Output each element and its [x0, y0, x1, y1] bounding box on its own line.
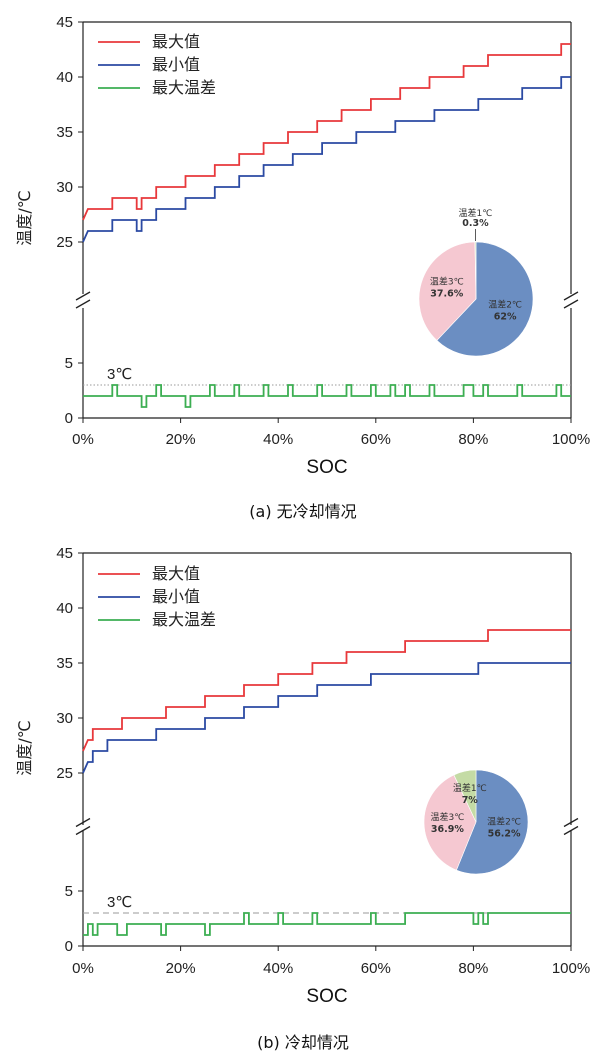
axis-break-mark: [75, 299, 91, 309]
y-axis-title: 温度/℃: [15, 190, 34, 245]
pie-slice-label: 温差2℃: [488, 299, 522, 311]
pie-chart: 温差2℃62% 温差3℃37.6% 温差1℃0.3%: [418, 207, 534, 357]
axis-break-mark: [75, 817, 91, 828]
y-tick-label: 45: [56, 14, 73, 31]
y-tick-label: 5: [65, 355, 73, 372]
pie-slice-label: 温差3℃: [430, 276, 464, 288]
x-tick-label: 60%: [361, 431, 391, 448]
x-axis-title: SOC: [306, 986, 347, 1007]
pie-slice: [423, 774, 477, 871]
pie-slice-value: 36.9%: [431, 824, 464, 835]
pie-slice-value: 62%: [494, 312, 517, 323]
x-tick-label: 80%: [458, 431, 488, 448]
max-temperature-line: [82, 629, 571, 752]
axis-break-mark: [563, 291, 579, 301]
figure-caption: (a) 无冷却情况: [249, 502, 356, 521]
y-tick-label: 25: [56, 234, 73, 251]
pie-slice: [436, 241, 534, 357]
y-tick-label: 0: [65, 410, 73, 427]
x-tick-label: 40%: [263, 960, 293, 977]
y-tick-label: 35: [56, 655, 73, 672]
legend-label: 最大温差: [152, 78, 216, 97]
max-temp-diff-line: [83, 912, 571, 936]
x-axis-title: SOC: [306, 457, 347, 478]
axis-break-gap: [77, 825, 89, 830]
pie-slice-value: 7%: [462, 795, 479, 806]
pie-slice-value: 37.6%: [430, 289, 463, 300]
chart-panel-b: 25 30 35 40 45 0 5 0% 20% 40% 60% 80% 100% SOC 温度/℃ 3℃ 最…: [15, 545, 590, 1052]
pie-slice-label: 温差1℃: [459, 207, 493, 219]
pie-chart: 温差2℃56.2% 温差3℃36.9% 温差1℃7%: [423, 769, 529, 875]
y-axis-title: 温度/℃: [15, 720, 34, 775]
threshold-label: 3℃: [107, 894, 132, 911]
pie-slice: [474, 241, 477, 300]
min-temperature-line: [82, 662, 571, 774]
y-tick-label: 25: [56, 765, 73, 782]
x-tick-label: 60%: [361, 960, 391, 977]
legend-label: 最大值: [152, 564, 200, 583]
pie-slice: [418, 241, 477, 341]
legend-label: 最小值: [152, 587, 200, 606]
pie-slice: [453, 769, 477, 823]
legend-label: 最大温差: [152, 610, 216, 629]
legend-label: 最大值: [152, 32, 200, 51]
x-tick-label: 100%: [552, 431, 590, 448]
axis-break-mark: [563, 825, 579, 836]
y-tick-label: 45: [56, 545, 73, 562]
y-tick-label: 5: [65, 883, 73, 900]
axis-break-gap: [565, 825, 577, 830]
pie-slice-label: 温差1℃: [453, 782, 487, 794]
x-tick-label: 100%: [552, 960, 590, 977]
legend-label: 最小值: [152, 55, 200, 74]
pie-slice-value: 0.3%: [462, 218, 489, 229]
y-tick-label: 40: [56, 600, 73, 617]
y-tick-label: 35: [56, 124, 73, 141]
x-tick-label: 40%: [263, 431, 293, 448]
y-tick-label: 0: [65, 938, 73, 955]
pie-slice-value: 56.2%: [488, 828, 521, 839]
x-tick-label: 0%: [72, 431, 94, 448]
axis-break-mark: [75, 291, 91, 301]
axis-break-mark: [563, 299, 579, 309]
pie-slice: [456, 769, 529, 875]
figure-caption: (b) 冷却情况: [257, 1033, 349, 1052]
x-tick-label: 0%: [72, 960, 94, 977]
axis-break-mark: [563, 817, 579, 828]
y-tick-label: 40: [56, 69, 73, 86]
y-tick-label: 30: [56, 710, 73, 727]
max-temperature-line: [82, 43, 571, 221]
y-tick-label: 30: [56, 179, 73, 196]
min-temperature-line: [82, 76, 571, 243]
threshold-label: 3℃: [107, 366, 132, 383]
pie-slice-label: 温差3℃: [430, 811, 464, 823]
max-temp-diff-line: [83, 384, 571, 408]
axis-break-mark: [75, 825, 91, 836]
x-tick-label: 20%: [166, 960, 196, 977]
pie-slice-label: 温差2℃: [487, 815, 521, 827]
x-tick-label: 80%: [458, 960, 488, 977]
x-tick-label: 20%: [166, 431, 196, 448]
chart-panel-a: 25 30 35 40 45 0 5 0% 20% 40% 60% 80% 100% SOC 温度/℃ 3℃ 最…: [15, 14, 590, 521]
